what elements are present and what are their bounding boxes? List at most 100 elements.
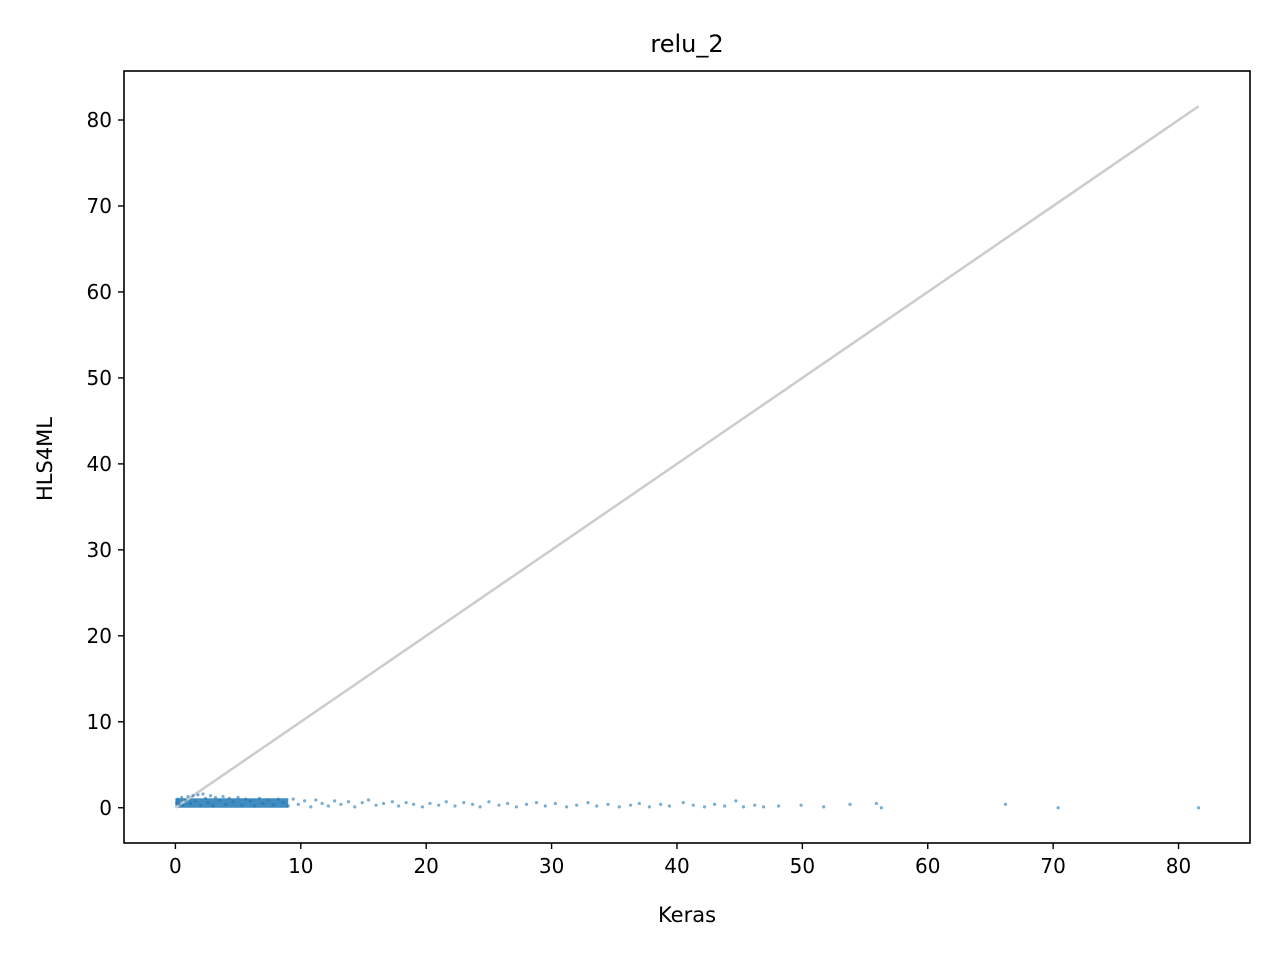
data-point: [879, 806, 883, 810]
data-point: [320, 801, 324, 806]
data-point: [1056, 806, 1060, 810]
chart-title: relu_2: [650, 30, 723, 58]
data-point: [691, 803, 695, 807]
data-point: [404, 800, 408, 805]
data-point: [606, 802, 610, 806]
data-point: [211, 804, 215, 808]
data-point: [177, 802, 181, 806]
data-point: [346, 800, 351, 804]
x-tick-label: 0: [169, 854, 182, 878]
x-tick-label: 20: [413, 854, 438, 878]
y-tick-label: 20: [87, 624, 112, 648]
y-tick-label: 40: [87, 452, 112, 476]
data-point: [206, 800, 210, 805]
data-point: [213, 795, 218, 800]
data-point: [244, 797, 248, 801]
data-point: [296, 802, 300, 806]
dense-point-cluster: [175, 798, 289, 808]
data-point: [741, 805, 746, 809]
y-axis-label: HLS4ML: [33, 417, 57, 501]
data-point: [667, 804, 672, 808]
data-point: [193, 799, 198, 803]
data-point: [314, 798, 318, 802]
data-point: [412, 802, 416, 806]
data-point: [201, 792, 205, 796]
data-point: [186, 794, 190, 799]
data-point: [478, 805, 482, 809]
plot-area-frame: [123, 70, 1251, 844]
y-tick-label: 0: [99, 796, 112, 820]
data-point: [761, 805, 766, 809]
data-point: [374, 803, 378, 807]
data-point: [203, 796, 208, 800]
data-point: [575, 803, 579, 807]
data-point: [266, 798, 270, 802]
data-point: [240, 803, 244, 807]
data-point: [390, 800, 394, 804]
data-point: [381, 801, 386, 806]
data-point: [565, 805, 569, 809]
data-point: [286, 804, 290, 808]
data-point: [420, 805, 425, 809]
data-point: [176, 797, 180, 801]
data-point: [236, 795, 240, 800]
data-point: [848, 802, 852, 806]
data-point: [1003, 802, 1008, 806]
data-point: [553, 801, 557, 806]
data-point: [223, 802, 228, 806]
data-point: [1196, 806, 1201, 810]
data-point: [333, 799, 337, 803]
data-point: [702, 805, 707, 809]
data-point: [309, 805, 313, 809]
x-tick-label: 60: [915, 854, 940, 878]
x-axis-label: Keras: [658, 903, 716, 927]
data-point: [444, 800, 448, 804]
data-point: [257, 796, 262, 800]
data-point: [249, 799, 253, 803]
data-point: [524, 802, 529, 806]
x-tick-label: 80: [1166, 854, 1191, 878]
data-point: [227, 796, 231, 800]
x-tick-label: 10: [288, 854, 313, 878]
data-point: [681, 800, 685, 805]
data-point: [326, 804, 330, 808]
data-point: [534, 800, 539, 805]
data-point: [617, 805, 621, 809]
data-point: [397, 804, 401, 808]
x-tick-label: 50: [790, 854, 815, 878]
data-point: [271, 803, 275, 807]
data-point: [543, 804, 547, 808]
x-tick-label: 70: [1040, 854, 1065, 878]
data-point: [776, 804, 781, 808]
data-point: [487, 800, 491, 804]
data-point: [647, 805, 651, 809]
data-point: [874, 801, 878, 806]
x-tick-label: 40: [664, 854, 689, 878]
y-tick-label: 70: [87, 194, 112, 218]
data-point: [586, 800, 590, 805]
data-point: [175, 800, 179, 805]
data-point: [302, 799, 307, 803]
data-point: [188, 801, 193, 806]
data-point: [276, 797, 280, 801]
data-point: [180, 795, 184, 800]
data-point: [217, 798, 221, 802]
data-point: [734, 799, 738, 803]
data-point: [221, 794, 225, 799]
data-point: [360, 800, 364, 805]
data-point: [252, 804, 257, 808]
data-point: [712, 802, 717, 806]
data-point: [339, 802, 343, 806]
data-point: [261, 801, 265, 806]
data-point: [181, 803, 185, 807]
data-point: [191, 794, 195, 798]
data-point: [628, 803, 633, 807]
y-tick-label: 80: [87, 108, 112, 132]
data-point: [497, 803, 501, 807]
data-point: [208, 794, 213, 798]
data-point: [366, 798, 371, 802]
data-point: [453, 804, 457, 808]
data-point: [659, 802, 663, 806]
data-point: [281, 800, 285, 805]
